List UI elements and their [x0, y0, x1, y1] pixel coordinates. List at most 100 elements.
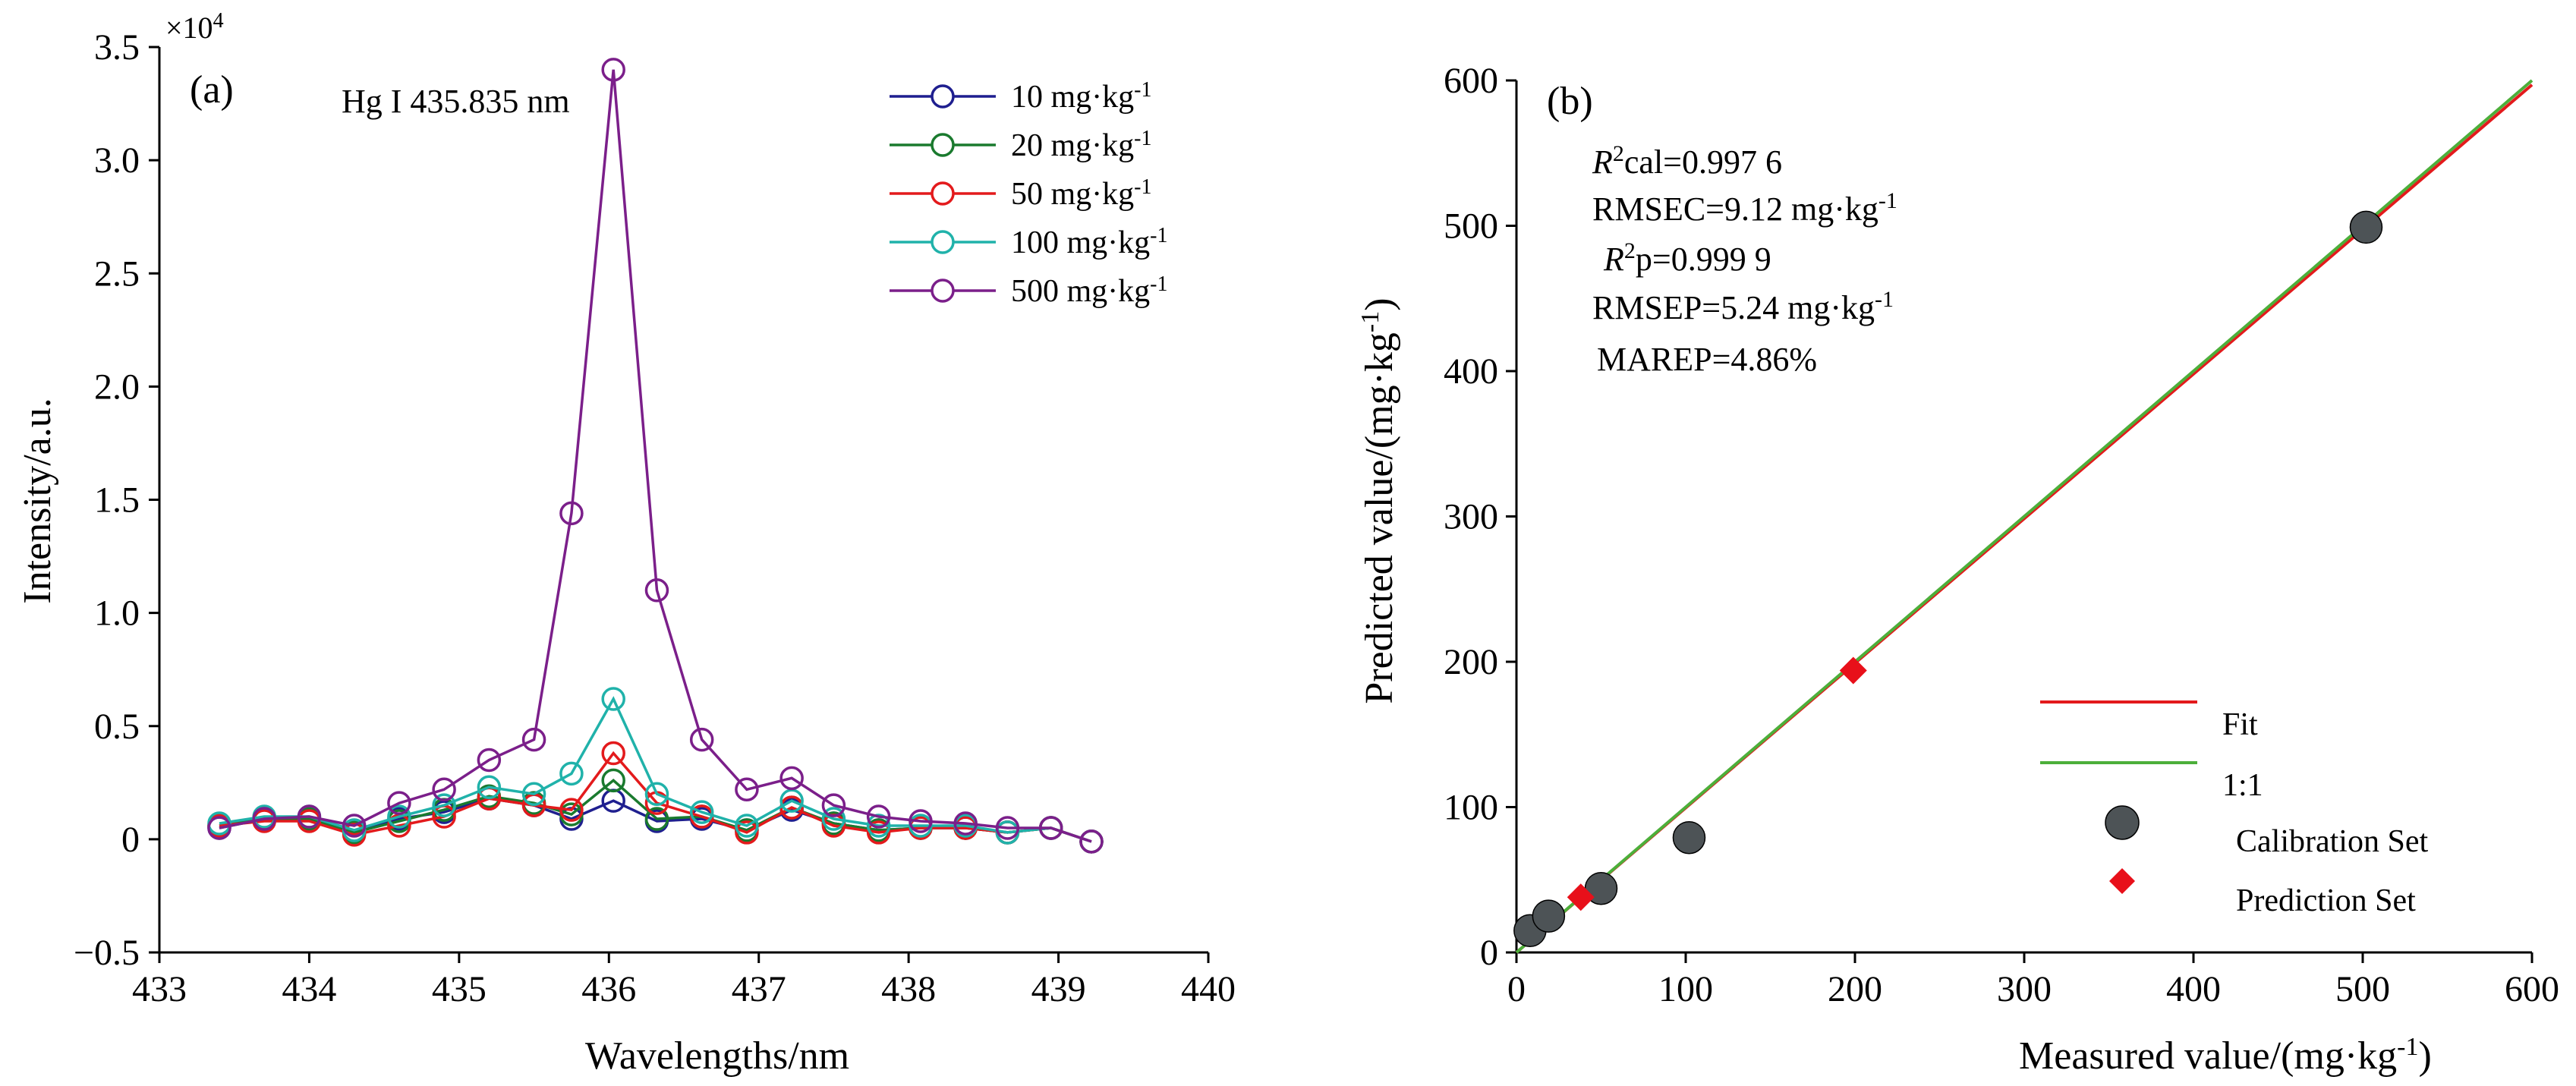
data-point	[779, 766, 804, 791]
y-tick-label: 2.5	[94, 253, 140, 294]
chart-b-y-label: Predicted value/(mg·kg-1)	[1356, 297, 1401, 704]
y-tick-label: 300	[1444, 497, 1498, 537]
legend-label: 10 mg·kg-1	[1011, 78, 1151, 115]
data-point	[342, 814, 367, 838]
data-point	[601, 741, 625, 766]
data-point	[601, 768, 625, 793]
data-point	[779, 789, 804, 813]
y-tick-label: 0	[1480, 933, 1498, 973]
prediction-point	[1567, 883, 1595, 911]
data-point	[601, 687, 625, 711]
data-point	[477, 748, 502, 773]
y-tick-label: 200	[1444, 642, 1498, 682]
chart-b-points	[1513, 210, 2383, 948]
y-tick-label: 2.0	[94, 367, 140, 407]
stat-rmsep: RMSEP=5.24 mg·kg-1	[1592, 287, 1894, 326]
data-point	[559, 501, 584, 526]
data-point	[432, 793, 456, 817]
y-tick-label: 3.0	[94, 140, 140, 181]
legend-label: 100 mg·kg-1	[1011, 224, 1167, 260]
legend-fit-label: Fit	[2222, 707, 2258, 742]
data-point	[387, 791, 411, 815]
stat-r2-p: R2p=0.999 9	[1603, 238, 1771, 278]
data-point	[387, 804, 411, 829]
calibration-point	[2349, 210, 2383, 244]
y-tick-label: 500	[1444, 206, 1498, 247]
chart-a-y-ticks: −0.5 0 0.5 1.0 1.5 2.0 2.5 3.0 3.5	[74, 27, 159, 973]
data-point	[1079, 829, 1104, 854]
legend-marker	[931, 230, 955, 254]
x-tick-label: 400	[2166, 969, 2221, 1009]
chart-b-panel-label: (b)	[1547, 80, 1593, 123]
chart-a-x-ticks: 433 434 435 436 437 438 439 440	[132, 952, 1236, 1009]
y-tick-label: 0	[121, 820, 140, 860]
y-tick-label: 1.5	[94, 480, 140, 521]
legend-1to1-label: 1:1	[2222, 768, 2263, 803]
data-point	[559, 761, 584, 786]
data-point	[432, 777, 456, 802]
prediction-point	[1839, 656, 1867, 685]
data-point	[644, 578, 669, 603]
x-tick-label: 0	[1507, 969, 1526, 1009]
chart-b-y-ticks: 0 100 200 300 400 500 600	[1444, 61, 1516, 973]
y-tick-label: 100	[1444, 788, 1498, 828]
y-tick-label: 1.0	[94, 593, 140, 634]
data-point	[297, 804, 322, 829]
x-tick-label: 600	[2505, 969, 2559, 1009]
data-point	[821, 793, 846, 817]
y-tick-label: 3.5	[94, 27, 140, 68]
data-point	[644, 807, 669, 831]
data-point	[521, 782, 546, 806]
data-point	[521, 727, 546, 752]
x-tick-label: 438	[881, 969, 936, 1009]
data-point	[387, 814, 411, 838]
data-point	[689, 727, 714, 752]
series-line-4	[219, 696, 1092, 843]
x-tick-label: 433	[132, 969, 187, 1009]
data-point	[1038, 816, 1063, 840]
y-tick-label: 400	[1444, 351, 1498, 392]
x-tick-label: 435	[432, 969, 487, 1009]
series-line-5	[219, 69, 1092, 843]
data-point	[644, 782, 669, 806]
x-tick-label: 500	[2335, 969, 2390, 1009]
x-tick-label: 434	[282, 969, 336, 1009]
data-point	[995, 816, 1020, 840]
data-point	[953, 811, 978, 836]
x-tick-label: 440	[1181, 969, 1236, 1009]
stat-rmsec: RMSEC=9.12 mg·kg-1	[1592, 188, 1897, 228]
chart-a-peak-annotation: Hg I 435.835 nm	[342, 83, 570, 120]
legend-calibration-marker	[2105, 805, 2140, 840]
data-point	[735, 814, 759, 838]
series-line-3	[219, 751, 1092, 843]
chart-a-panel-label: (a)	[190, 68, 234, 112]
data-point	[735, 777, 759, 802]
legend-prediction-marker	[2109, 868, 2135, 894]
chart-b-legend: Fit 1:1 Calibration Set Prediction Set	[2040, 700, 2428, 918]
stat-marep: MAREP=4.86%	[1597, 341, 1817, 378]
calibration-point	[1672, 820, 1706, 855]
legend-marker	[931, 84, 955, 109]
x-tick-label: 100	[1658, 969, 1713, 1009]
chart-a-y-multiplier: ×104	[165, 9, 224, 45]
data-point	[477, 775, 502, 800]
y-tick-label: −0.5	[74, 933, 140, 973]
y-tick-label: 600	[1444, 61, 1498, 101]
legend-calibration-label: Calibration Set	[2236, 824, 2428, 859]
data-point	[559, 798, 584, 822]
chart-b-stats: R2cal=0.997 6 RMSEC=9.12 mg·kg-1 R2p=0.9…	[1592, 141, 1897, 378]
chart-b: 0 100 200 300 400 500 600 0100200300400500600 …	[1356, 61, 2559, 1078]
chart-b-x-label: Measured value/(mg·kg-1)	[2019, 1033, 2432, 1078]
chart-a-y-label: Intensity/a.u.	[16, 398, 59, 604]
legend-label: 20 mg·kg-1	[1011, 127, 1151, 163]
x-tick-label: 436	[581, 969, 636, 1009]
data-point	[866, 820, 891, 845]
data-point	[866, 814, 891, 838]
data-point	[689, 800, 714, 824]
legend-marker	[931, 133, 955, 157]
data-point	[252, 807, 276, 831]
data-point	[735, 820, 759, 845]
chart-b-x-ticks: 0 100 200 300 400 500 600	[1507, 952, 2559, 1009]
legend-marker	[931, 181, 955, 206]
